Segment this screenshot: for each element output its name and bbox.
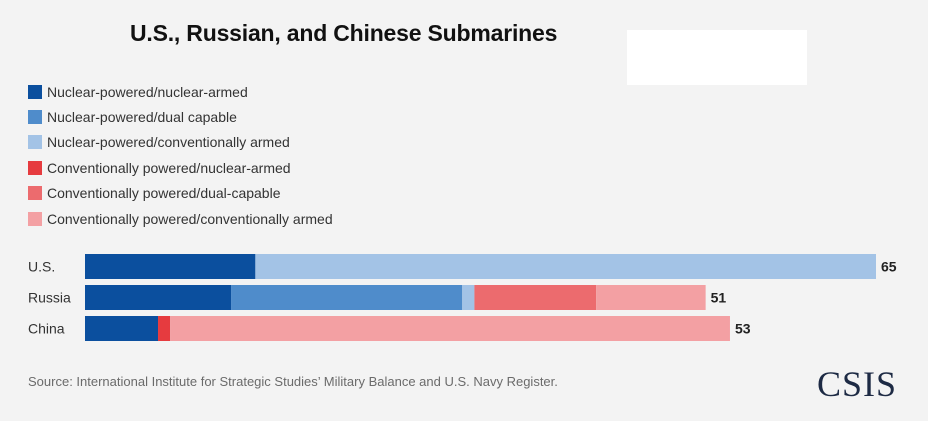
legend-item: Conventionally powered/conventionally ar… <box>28 206 333 231</box>
legend-label: Nuclear-powered/conventionally armed <box>47 134 290 151</box>
legend-label: Conventionally powered/dual-capable <box>47 185 281 202</box>
category-label: China <box>28 321 65 337</box>
legend-item: Nuclear-powered/nuclear-armed <box>28 79 333 104</box>
legend-item: Nuclear-powered/dual capable <box>28 104 333 129</box>
source-note: Source: International Institute for Stra… <box>28 374 558 389</box>
bar-segment <box>85 285 232 310</box>
total-label: 51 <box>711 290 727 306</box>
legend-swatch <box>28 110 42 125</box>
legend-swatch <box>28 84 42 99</box>
bar-segment <box>462 285 475 310</box>
legend-label: Nuclear-powered/dual capable <box>47 109 237 126</box>
bar-segment <box>85 254 256 279</box>
bar-segment <box>158 316 171 341</box>
blank-area <box>627 30 807 85</box>
bar-segment <box>255 254 876 279</box>
csis-logo: CSIS <box>817 364 898 404</box>
total-label: 65 <box>881 259 897 275</box>
legend-swatch <box>28 186 42 201</box>
legend-swatch <box>28 160 42 175</box>
category-label: Russia <box>28 290 71 306</box>
bar-segment <box>231 285 463 310</box>
legend-item: Conventionally powered/nuclear-armed <box>28 155 333 180</box>
legend-swatch <box>28 211 42 226</box>
legend-label: Conventionally powered/nuclear-armed <box>47 159 291 176</box>
total-label: 53 <box>735 321 751 337</box>
bar-segment <box>474 285 597 310</box>
legend-swatch <box>28 135 42 150</box>
legend-label: Conventionally powered/conventionally ar… <box>47 210 333 227</box>
bar-segment <box>85 316 159 341</box>
legend-label: Nuclear-powered/nuclear-armed <box>47 83 248 100</box>
bar-segment <box>596 285 706 310</box>
category-label: U.S. <box>28 259 55 275</box>
legend: Nuclear-powered/nuclear-armed Nuclear-pow… <box>28 79 333 231</box>
legend-item: Conventionally powered/dual-capable <box>28 181 333 206</box>
bar-segment <box>170 316 730 341</box>
chart-title: U.S., Russian, and Chinese Submarines <box>130 20 558 46</box>
legend-item: Nuclear-powered/conventionally armed <box>28 130 333 155</box>
